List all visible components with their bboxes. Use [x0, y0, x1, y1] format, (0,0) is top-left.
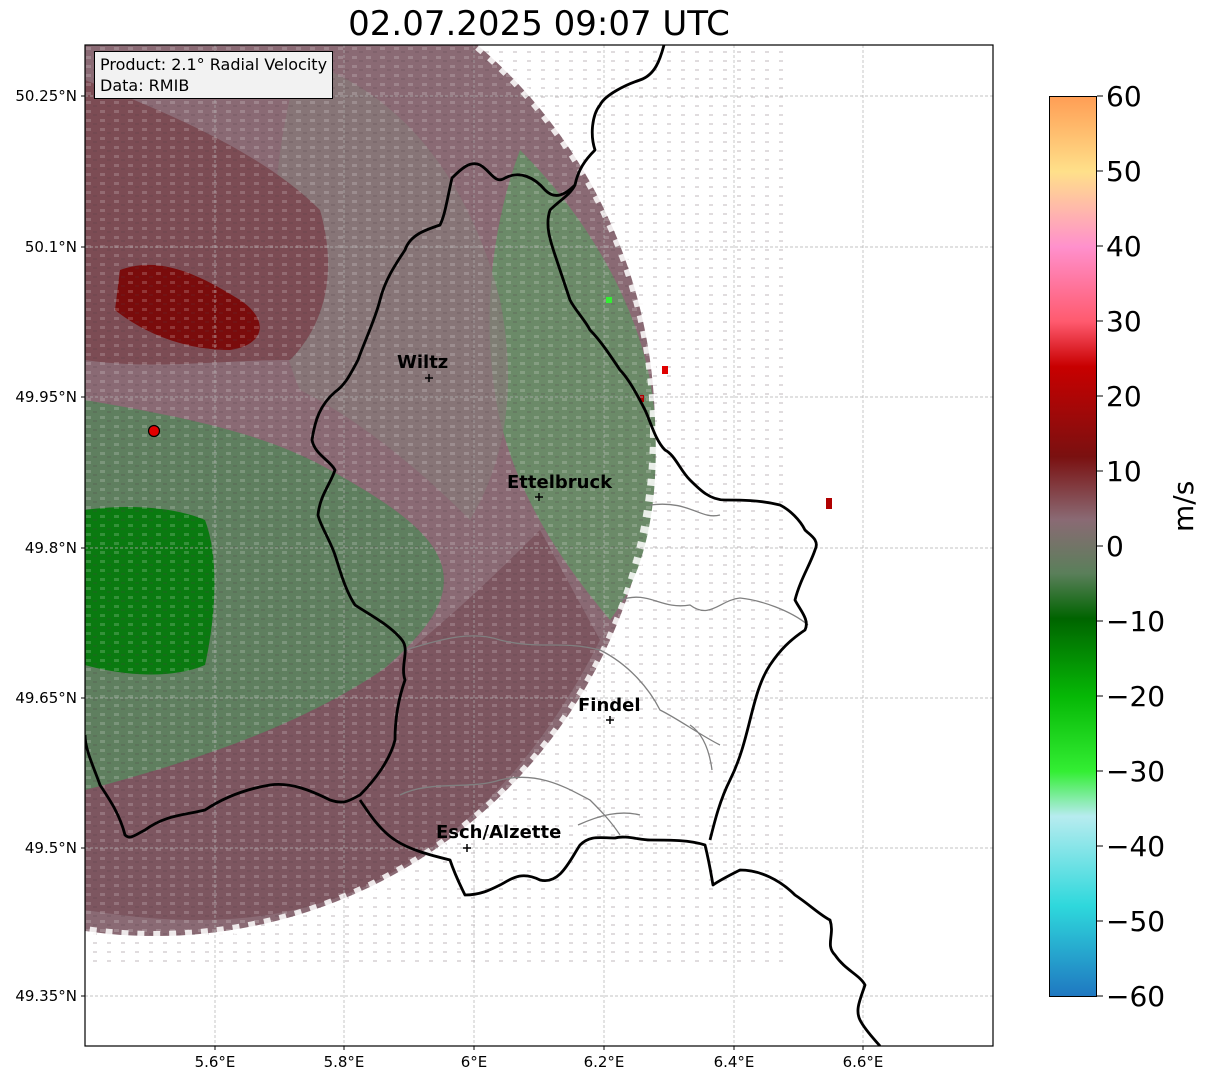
lon-tick-label: 6.6°E: [843, 1053, 884, 1071]
city-markers: [425, 374, 614, 852]
lat-tick-label: 49.5°N: [25, 839, 77, 857]
graticule: [85, 45, 993, 1046]
lon-tick-label: 6°E: [461, 1053, 488, 1071]
city-label-findel: Findel: [578, 695, 641, 716]
city-label-esch-alzette: Esch/Alzette: [436, 822, 561, 843]
lat-tick-label: 49.95°N: [15, 388, 77, 406]
lat-tick-label: 49.35°N: [15, 987, 77, 1005]
radar-site-marker: [147, 424, 161, 438]
echo: [662, 366, 668, 374]
colorbar-unit-label: m/s: [1167, 480, 1200, 532]
lon-tick-label: 5.6°E: [195, 1053, 236, 1071]
lat-tick-label: 50.25°N: [15, 87, 77, 105]
lat-tick-label: 49.8°N: [25, 539, 77, 557]
city-label-ettelbruck: Ettelbruck: [507, 472, 613, 493]
lon-tick-label: 5.8°E: [324, 1053, 365, 1071]
echo: [640, 395, 644, 402]
axis-ticks: [81, 95, 864, 1050]
map-title: 02.07.2025 09:07 UTC: [348, 4, 730, 44]
radar-field: [85, 45, 832, 965]
colorbar: [1049, 96, 1097, 997]
echo: [826, 498, 832, 509]
data-source-label: Data: RMIB: [100, 76, 190, 95]
echo: [606, 297, 612, 303]
plot-frame: [84, 44, 994, 1047]
radar-texture: [85, 45, 785, 965]
lon-tick-label: 6.4°E: [714, 1053, 755, 1071]
product-label: Product: 2.1° Radial Velocity: [100, 55, 328, 74]
lon-tick-label: 6.2°E: [584, 1053, 625, 1071]
lat-tick-label: 50.1°N: [25, 238, 77, 256]
product-info-box: Product: 2.1° Radial Velocity Data: RMIB: [94, 51, 334, 99]
lat-tick-label: 49.65°N: [15, 689, 77, 707]
canton-boundaries: [399, 503, 809, 836]
national-border: [85, 45, 882, 1046]
city-label-wiltz: Wiltz: [397, 352, 448, 373]
